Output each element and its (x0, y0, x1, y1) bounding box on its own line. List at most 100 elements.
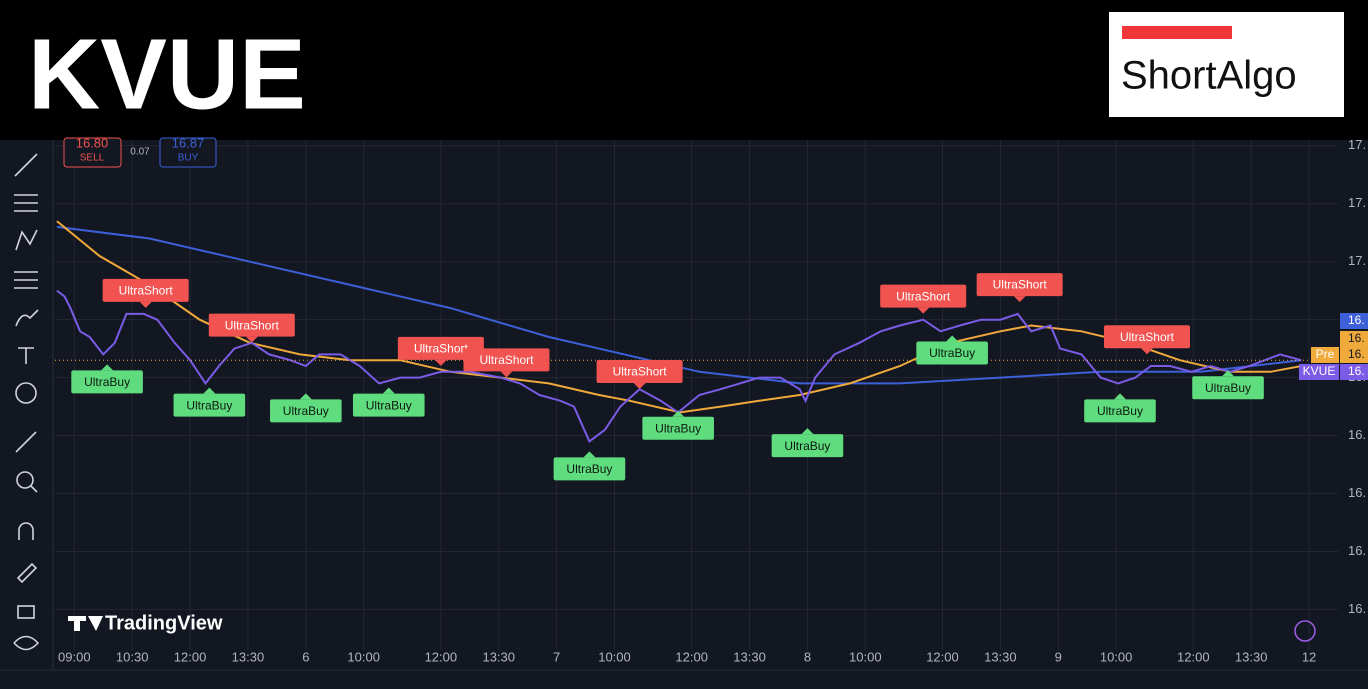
symbol-badge (1340, 364, 1368, 380)
x-tick-label: 9 (1055, 649, 1062, 664)
y-tick-label: 17. (1348, 253, 1366, 268)
signal: UltraShort (596, 360, 683, 389)
x-tick-label: 13:30 (482, 649, 515, 664)
price-line (56, 225, 1302, 385)
signal-box (71, 370, 143, 394)
signal-pointer (1113, 393, 1126, 400)
symbol-badge-value: 16. (1348, 364, 1365, 378)
x-tick-label: 13:30 (984, 649, 1017, 664)
symbol-tag (1299, 364, 1339, 380)
pre-badge (1340, 347, 1368, 363)
signal: UltraShort (208, 313, 295, 343)
signal-label: UltraBuy (186, 398, 232, 412)
x-tick-label: 8 (804, 649, 811, 664)
pre-tag-text: Pre (1316, 347, 1335, 361)
x-tick-label: 10:00 (849, 649, 882, 664)
signal-label: UltraShort (896, 289, 951, 303)
signal-box (642, 416, 714, 440)
pre-tag (1311, 347, 1339, 363)
x-tick-label: 10:00 (1100, 649, 1133, 664)
signal-box (771, 434, 844, 458)
y-tick-label: 16. (1348, 427, 1366, 442)
signal-pointer (1013, 296, 1026, 303)
signal: UltraBuy (173, 387, 246, 417)
orange-badge (1340, 331, 1368, 347)
signal: UltraBuy (1192, 370, 1264, 400)
toolbar-icons (13, 153, 40, 651)
signal-box (102, 278, 189, 302)
signal-label: UltraBuy (1205, 381, 1251, 395)
plot-area: 17. 17. 17. 16. 16. 16. 16. 16. 16. 09:00 10:30 12:… (55, 137, 1366, 664)
y-tick-label: 16. (1348, 601, 1366, 616)
signal-label: UltraShort (613, 365, 668, 379)
signal-box (880, 284, 967, 308)
pre-badge-value: 16. (1348, 347, 1365, 361)
x-tick-label: 09:00 (58, 649, 91, 664)
signal-pointer (203, 387, 216, 394)
signal-label: UltraShort (993, 278, 1048, 292)
orange-badge-value: 16. (1348, 331, 1365, 345)
x-tick-label: 12:00 (926, 649, 959, 664)
signal-pointer (382, 387, 395, 394)
watermark-icon (68, 616, 103, 631)
buy-box[interactable] (159, 137, 217, 168)
x-tick-label: 13:30 (1235, 649, 1268, 664)
signal-label: UltraShort (479, 353, 534, 367)
x-tick-label: 12:00 (174, 649, 207, 664)
signal-box (976, 273, 1063, 297)
signal: UltraShort (880, 284, 967, 314)
y-tick-label: 17. (1348, 195, 1366, 210)
signal-box (208, 313, 295, 337)
x-tick-label: 7 (553, 649, 560, 664)
x-tick-label: 13:30 (232, 649, 265, 664)
x-tick-label: 13:30 (733, 649, 766, 664)
logo-bar (1122, 26, 1232, 39)
signal-pointer (299, 393, 312, 400)
signal-label: UltraShort (225, 318, 280, 332)
signal-pointer (801, 428, 814, 435)
signal: UltraBuy (270, 393, 342, 423)
signal-box (1192, 376, 1264, 400)
signal-label: UltraBuy (283, 404, 329, 418)
signal-pointer (500, 371, 513, 378)
signal: UltraBuy (642, 410, 714, 440)
signal-pointer (633, 383, 646, 389)
signal: UltraBuy (352, 387, 425, 417)
x-tick-label: 12 (1302, 649, 1316, 664)
sell-box[interactable] (63, 137, 122, 168)
signal: UltraShort (397, 336, 484, 366)
toolbar (0, 140, 52, 670)
signal-box (352, 393, 425, 417)
signal-pointer (434, 359, 447, 366)
blue-badge (1340, 313, 1368, 329)
x-tick-label: 10:30 (116, 649, 149, 664)
signal-pointer (101, 364, 114, 371)
signal-pointer (946, 335, 959, 342)
y-tick-label: 17. (1348, 137, 1366, 152)
signal: UltraBuy (71, 364, 143, 394)
symbol-tag-text: KVUE (1303, 364, 1336, 378)
signal-label: UltraBuy (784, 439, 830, 453)
ticker-title: KVUE (28, 18, 306, 130)
signal-pointer (1140, 348, 1153, 355)
flash-icon[interactable] (1294, 620, 1316, 642)
signal-box (1103, 325, 1190, 349)
signal-label: UltraBuy (929, 346, 975, 360)
signal: UltraBuy (916, 335, 988, 365)
signal-pointer (917, 307, 930, 314)
buy-label: BUY (178, 153, 199, 164)
signal-box (463, 348, 550, 372)
blue-badge-value: 16. (1348, 313, 1365, 327)
signal-label: UltraShort (1120, 330, 1175, 344)
signal: UltraBuy (771, 428, 844, 458)
signal: UltraBuy (1084, 393, 1156, 423)
bottom-bar (0, 670, 1368, 689)
signal: UltraBuy (553, 451, 626, 481)
signal: UltraShort (976, 273, 1063, 303)
x-tick-label: 12:00 (675, 649, 708, 664)
signal-pointer (1222, 370, 1235, 377)
signal-pointer (672, 410, 685, 417)
signal: UltraShort (463, 348, 550, 378)
signal-box (916, 341, 988, 365)
